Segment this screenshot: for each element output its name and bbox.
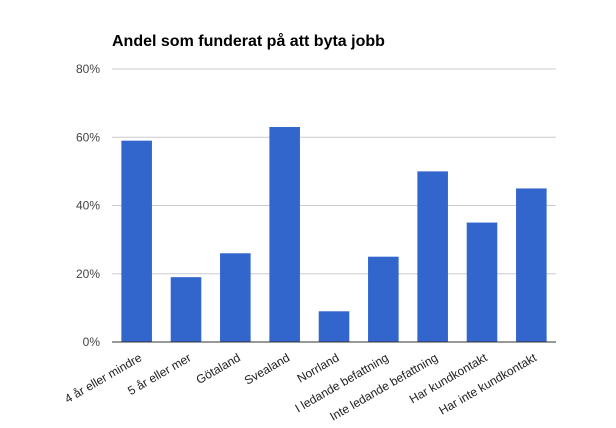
- bar: [121, 140, 152, 342]
- bar: [516, 188, 547, 342]
- bar: [466, 222, 498, 342]
- bar: [368, 256, 399, 342]
- chart-title: Andel som funderat på att byta jobb: [112, 32, 385, 50]
- y-axis-ticks: 0% 20% 40% 60% 80%: [76, 62, 100, 349]
- bar: [318, 311, 350, 342]
- y-tick-label: 60%: [76, 130, 100, 144]
- y-tick-label: 40%: [76, 199, 100, 213]
- bar: [269, 127, 300, 342]
- y-tick-label: 80%: [76, 62, 100, 76]
- bar: [220, 253, 251, 342]
- bars: [121, 127, 547, 342]
- y-tick-label: 20%: [76, 267, 100, 281]
- x-tick-label: Svealand: [242, 350, 292, 387]
- x-tick-label: Götaland: [194, 350, 243, 386]
- bar: [170, 277, 202, 342]
- y-tick-label: 0%: [83, 335, 101, 349]
- bar: [417, 171, 448, 342]
